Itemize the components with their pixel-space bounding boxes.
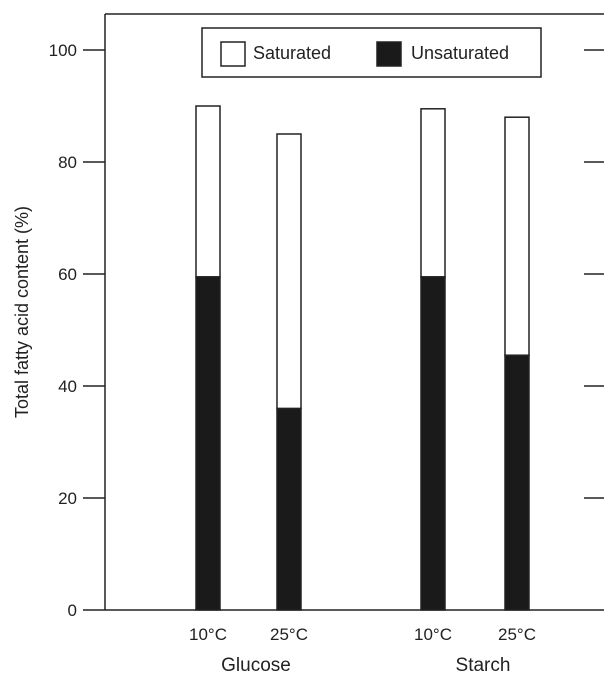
- group-label: Starch: [456, 655, 511, 675]
- y-tick-label: 100: [49, 41, 77, 60]
- legend-swatch-saturated: [220, 41, 246, 67]
- legend-box: [201, 27, 542, 78]
- x-tick-label: 10°C: [189, 625, 227, 644]
- x-axis-labels: 10°C 25°C 10°C 25°C Glucose Starch: [189, 625, 536, 675]
- y-tick-label: 20: [58, 489, 77, 508]
- right-axis-ticks: [584, 49, 604, 499]
- bar-unsaturated: [276, 407, 302, 611]
- group-label: Glucose: [221, 655, 291, 675]
- x-tick-label: 25°C: [498, 625, 536, 644]
- bars: [195, 105, 530, 611]
- x-tick-label: 10°C: [414, 625, 452, 644]
- x-tick-label: 25°C: [270, 625, 308, 644]
- bar-saturated: [420, 108, 446, 278]
- y-axis-ticks: 0 20 40 60 80 100: [49, 41, 105, 620]
- y-tick-label: 80: [58, 153, 77, 172]
- legend-label-unsaturated: Unsaturated: [411, 43, 509, 63]
- y-axis-title: Total fatty acid content (%): [12, 206, 32, 418]
- y-tick-label: 60: [58, 265, 77, 284]
- bar-saturated: [276, 133, 302, 410]
- legend-label-saturated: Saturated: [253, 43, 331, 63]
- y-tick-label: 0: [68, 601, 77, 620]
- legend-swatch-unsaturated: [376, 41, 402, 67]
- y-tick-label: 40: [58, 377, 77, 396]
- bar-saturated: [504, 116, 530, 356]
- bar-unsaturated: [420, 276, 446, 611]
- legend: Saturated Unsaturated: [201, 27, 542, 78]
- bar-saturated: [195, 105, 221, 278]
- bar-unsaturated: [195, 276, 221, 611]
- bar-unsaturated: [504, 354, 530, 611]
